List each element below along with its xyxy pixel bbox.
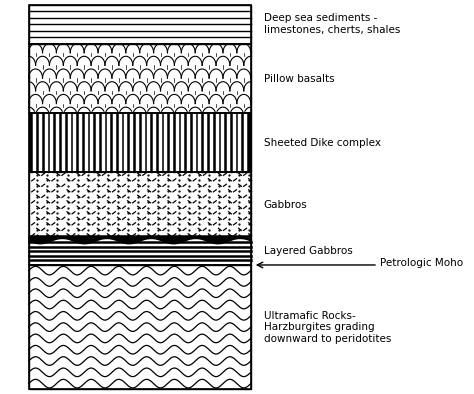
Bar xyxy=(28,113,251,172)
Bar xyxy=(28,113,251,172)
Bar xyxy=(28,44,251,113)
Text: Pillow basalts: Pillow basalts xyxy=(264,74,334,84)
Text: Sheeted Dike complex: Sheeted Dike complex xyxy=(264,138,381,148)
Text: Gabbros: Gabbros xyxy=(264,200,308,210)
Text: Ultramafic Rocks-
Harzburgites grading
downward to peridotites: Ultramafic Rocks- Harzburgites grading d… xyxy=(264,310,391,344)
Bar xyxy=(28,172,251,238)
Bar xyxy=(28,113,251,172)
Text: Petrologic Moho: Petrologic Moho xyxy=(380,258,463,268)
Bar xyxy=(28,238,251,265)
Bar xyxy=(28,44,251,113)
Text: Layered Gabbros: Layered Gabbros xyxy=(264,246,353,256)
Bar xyxy=(28,172,251,238)
Bar xyxy=(28,265,251,389)
Text: Deep sea sediments -
limestones, cherts, shales: Deep sea sediments - limestones, cherts,… xyxy=(264,13,400,35)
Bar xyxy=(28,5,251,44)
Bar xyxy=(28,238,251,265)
Bar xyxy=(28,5,251,44)
Bar xyxy=(28,265,251,389)
